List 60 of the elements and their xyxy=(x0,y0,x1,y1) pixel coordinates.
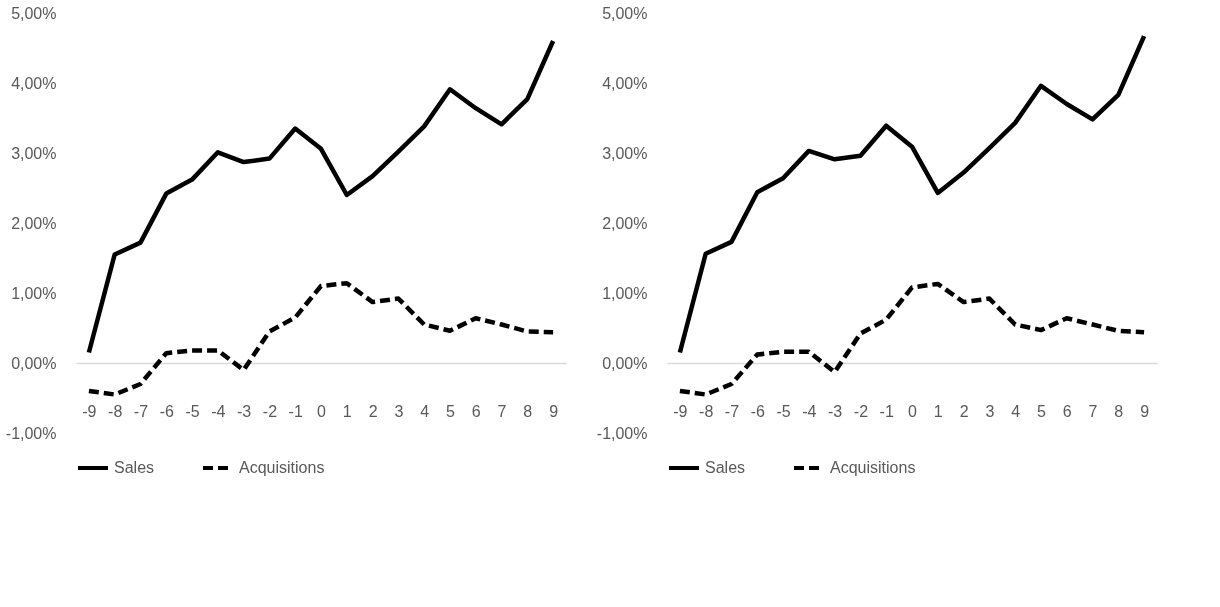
x-tick-label: -9 xyxy=(82,402,97,420)
y-tick-label: 1,00% xyxy=(11,284,57,302)
x-tick-label: 8 xyxy=(523,402,533,420)
legend-label: Sales xyxy=(114,459,155,476)
x-tick-label: 5 xyxy=(1036,402,1046,420)
x-tick-label: 6 xyxy=(471,402,481,420)
y-tick-label: 0,00% xyxy=(602,354,648,372)
x-tick-label: 8 xyxy=(1114,402,1124,420)
x-tick-label: 9 xyxy=(549,402,559,420)
x-tick-label: 4 xyxy=(1011,402,1021,420)
x-tick-label: -3 xyxy=(237,402,252,420)
y-tick-label: 3,00% xyxy=(602,144,648,162)
line-series xyxy=(677,281,1147,397)
y-tick-label: 4,00% xyxy=(602,74,648,92)
y-tick-label: 5,00% xyxy=(602,4,648,22)
x-tick-label: 6 xyxy=(1062,402,1072,420)
x-tick-label: -8 xyxy=(699,402,714,420)
legend-label: Acquisitions xyxy=(830,459,916,476)
x-tick-label: 5 xyxy=(445,402,455,420)
x-tick-label: -1 xyxy=(879,402,894,420)
x-tick-label: 1 xyxy=(342,402,352,420)
x-tick-label: -3 xyxy=(828,402,843,420)
legend-label: Acquisitions xyxy=(239,459,325,476)
x-tick-label: -1 xyxy=(288,402,303,420)
x-tick-label: 2 xyxy=(959,402,969,420)
x-tick-label: -9 xyxy=(673,402,688,420)
x-tick-label: -8 xyxy=(108,402,123,420)
x-tick-label: 7 xyxy=(497,402,507,420)
x-tick-label: -6 xyxy=(159,402,174,420)
x-tick-label: 0 xyxy=(908,402,918,420)
x-tick-label: 9 xyxy=(1140,402,1150,420)
x-tick-label: 2 xyxy=(368,402,378,420)
legend-label: Sales xyxy=(705,459,746,476)
x-tick-label: 3 xyxy=(985,402,995,420)
y-tick-label: 2,00% xyxy=(602,214,648,232)
x-tick-label: -5 xyxy=(776,402,791,420)
y-tick-label: 4,00% xyxy=(11,74,57,92)
y-tick-label: 0,00% xyxy=(11,354,57,372)
x-tick-label: -7 xyxy=(133,402,149,420)
line-series xyxy=(86,38,556,355)
x-tick-label: -4 xyxy=(802,402,817,420)
x-tick-label: -4 xyxy=(211,402,226,420)
x-tick-label: -5 xyxy=(185,402,200,420)
line-series xyxy=(86,280,556,397)
y-tick-label: 1,00% xyxy=(602,284,648,302)
x-tick-label: -7 xyxy=(724,402,740,420)
x-tick-label: 1 xyxy=(933,402,943,420)
x-tick-label: -2 xyxy=(262,402,278,420)
y-tick-label: 3,00% xyxy=(11,144,57,162)
x-tick-label: 7 xyxy=(1088,402,1098,420)
line-series xyxy=(677,33,1147,355)
x-tick-label: 0 xyxy=(317,402,327,420)
x-tick-label: 4 xyxy=(420,402,430,420)
y-tick-label: -1,00% xyxy=(5,424,57,442)
y-tick-label: -1,00% xyxy=(596,424,648,442)
y-tick-label: 5,00% xyxy=(11,4,57,22)
x-tick-label: -6 xyxy=(750,402,765,420)
x-tick-label: -2 xyxy=(853,402,869,420)
y-tick-label: 2,00% xyxy=(11,214,57,232)
x-tick-label: 3 xyxy=(394,402,404,420)
